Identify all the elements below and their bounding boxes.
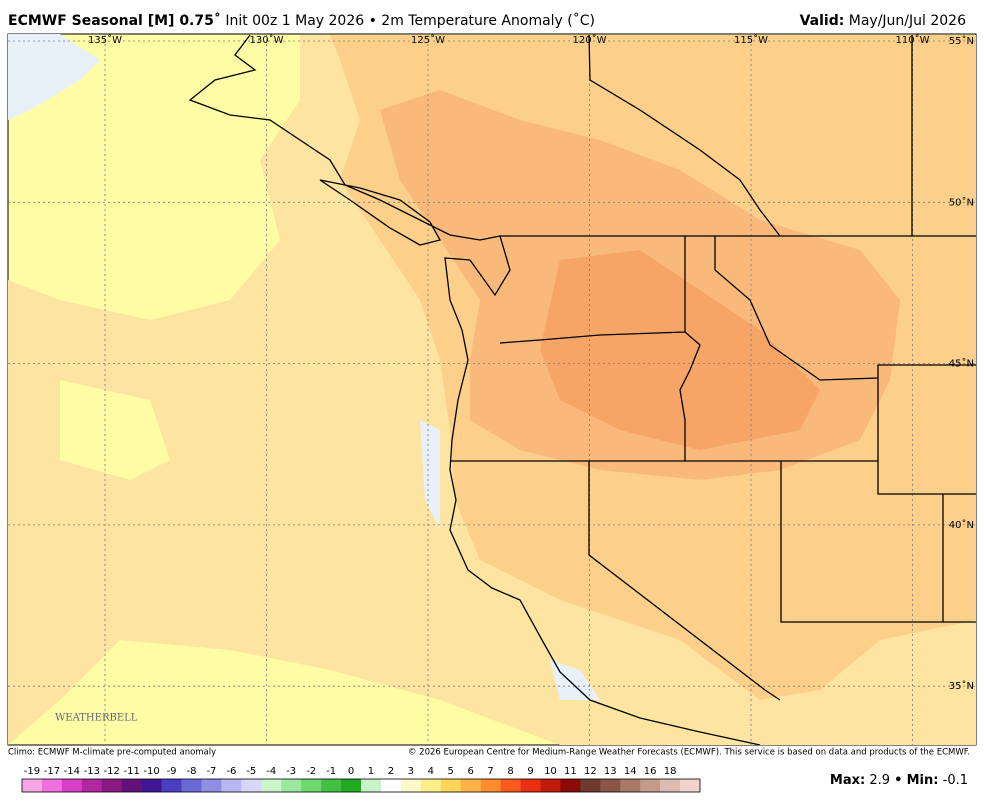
max-label: Max: <box>830 773 865 788</box>
lat-label: 35˚N <box>949 680 974 692</box>
logo: WEATHERBELL <box>55 713 138 724</box>
colorbar-swatch <box>480 779 501 792</box>
colorbar-label: 7 <box>487 766 493 777</box>
colorbar-label: -9 <box>167 766 177 777</box>
valid-value: May/Jun/Jul 2026 <box>849 13 966 29</box>
min-label: Min: <box>907 773 939 788</box>
colorbar-swatch <box>440 779 462 792</box>
colorbar-label: 12 <box>584 766 597 777</box>
colorbar-swatch <box>161 779 182 792</box>
lon-label: 125˚W <box>411 34 445 46</box>
title-bold: ECMWF Seasonal [M] 0.75˚ <box>8 12 221 29</box>
colorbar: -19 -17 -14 -13 -12 -11 -10 -9 -8 -7 -6 -5 -4 -3 -2 -1 0… <box>21 766 701 793</box>
colorbar-swatch <box>181 779 202 792</box>
colorbar-label: 10 <box>544 766 557 777</box>
title-rest: Init 00z 1 May 2026 • 2m Temperature Ano… <box>225 12 595 29</box>
colorbar-label: 9 <box>527 766 533 777</box>
valid-label: Valid: <box>800 13 845 29</box>
graticule: 135˚W 130˚W 125˚W 120˚W 115˚W 110˚W 55˚N50˚N45… <box>8 34 976 745</box>
lat-label: 55˚N <box>949 35 974 47</box>
colorbar-swatch <box>141 779 162 792</box>
colorbar-label: -5 <box>246 766 256 777</box>
colorbar-label: 18 <box>664 766 677 777</box>
colorbar-swatch <box>321 779 342 792</box>
colorbar-label: -14 <box>64 766 80 777</box>
colorbar-swatch <box>400 779 422 792</box>
colorbar-swatch <box>620 779 641 792</box>
colorbar-label: 3 <box>408 766 414 777</box>
lat-label: 40˚N <box>949 519 974 531</box>
lon-label: 115˚W <box>734 34 768 46</box>
colorbar-swatch <box>380 779 402 792</box>
colorbar-label: -17 <box>44 766 60 777</box>
coastlines <box>188 34 976 746</box>
colorbar-swatch <box>301 779 322 792</box>
colorbar-swatch <box>460 779 481 792</box>
colorbar-swatch <box>680 779 701 792</box>
colorbar-label: 14 <box>624 766 637 777</box>
colorbar-swatch <box>221 779 242 792</box>
lat-label: 45˚N <box>949 358 974 370</box>
colorbar-swatch <box>22 779 43 792</box>
lat-label: 50˚N <box>949 196 974 208</box>
colorbar-label: 2 <box>388 766 394 777</box>
colorbar-label: 5 <box>448 766 454 777</box>
colorbar-label: 4 <box>428 766 434 777</box>
colorbar-swatch <box>201 779 222 792</box>
colorbar-label: -11 <box>124 766 140 777</box>
colorbar-frame <box>21 778 701 793</box>
title: ECMWF Seasonal [M] 0.75˚ Init 00z 1 May … <box>8 12 595 29</box>
colorbar-label: 13 <box>604 766 617 777</box>
colorbar-label: -3 <box>286 766 296 777</box>
valid: Valid: May/Jun/Jul 2026 <box>800 13 967 29</box>
colorbar-label: -4 <box>266 766 276 777</box>
separator: • <box>894 773 902 788</box>
colorbar-swatch <box>660 779 681 792</box>
colorbar-swatch <box>560 779 581 792</box>
colorbar-swatch <box>121 779 142 792</box>
map: 135˚W 130˚W 125˚W 120˚W 115˚W 110˚W 55˚N50˚N45… <box>7 33 977 746</box>
colorbar-swatch <box>41 779 63 792</box>
copyright: © 2026 European Centre for Medium-Range … <box>408 748 970 758</box>
colorbar-swatch <box>580 779 601 792</box>
colorbar-swatch <box>61 779 83 792</box>
colorbar-label: -6 <box>226 766 236 777</box>
colorbar-swatch <box>500 779 521 792</box>
colorbar-label: 1 <box>368 766 374 777</box>
colorbar-swatch <box>640 779 661 792</box>
colorbar-label: -1 <box>326 766 336 777</box>
colorbar-label: -7 <box>206 766 216 777</box>
climo-note: Climo: ECMWF M-climate pre-computed anom… <box>8 748 216 758</box>
colorbar-label: -10 <box>143 766 159 777</box>
colorbar-swatch <box>101 779 123 792</box>
colorbar-swatch <box>261 779 282 792</box>
colorbar-label: 0 <box>348 766 354 777</box>
colorbar-swatch <box>540 779 561 792</box>
anomaly-shading <box>8 34 976 745</box>
colorbar-swatch <box>241 779 262 792</box>
colorbar-label: 11 <box>564 766 577 777</box>
colorbar-label: 6 <box>467 766 473 777</box>
colorbar-swatch <box>81 779 103 792</box>
colorbar-swatch <box>600 779 621 792</box>
colorbar-swatch <box>520 779 541 792</box>
colorbar-swatch <box>420 779 442 792</box>
max-min: Max: 2.9 • Min: -0.1 <box>830 773 968 788</box>
colorbar-label: 8 <box>507 766 513 777</box>
colorbar-label: -13 <box>84 766 100 777</box>
min-value: -0.1 <box>943 773 968 788</box>
colorbar-swatch <box>341 779 362 792</box>
colorbar-label: -2 <box>306 766 316 777</box>
colorbar-label: -19 <box>24 766 40 777</box>
lon-label: 130˚W <box>250 34 284 46</box>
lon-label: 135˚W <box>88 34 122 46</box>
colorbar-swatch <box>361 779 382 792</box>
colorbar-label: -12 <box>104 766 120 777</box>
max-value: 2.9 <box>869 773 890 788</box>
colorbar-label: 16 <box>644 766 657 777</box>
colorbar-swatch <box>281 779 302 792</box>
colorbar-label: -8 <box>187 766 197 777</box>
